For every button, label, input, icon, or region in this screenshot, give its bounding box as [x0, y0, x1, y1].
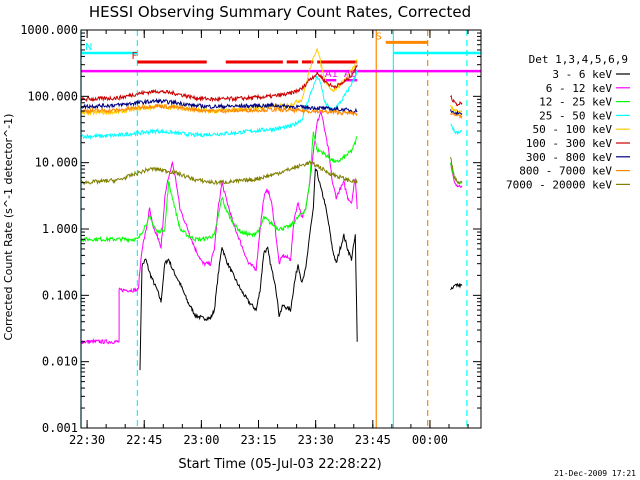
- flag-label-s: S: [375, 31, 381, 42]
- late-series-line-3-6-kev: [450, 282, 463, 291]
- y-tick-label: 10.000: [35, 156, 78, 170]
- series-line-25-50-kev: [80, 69, 358, 141]
- y-tick-label: 1000.000: [20, 23, 78, 37]
- y-tick-label: 0.100: [42, 288, 78, 302]
- legend-entry-800-7000-kev: 800 - 7000 keV: [519, 165, 612, 178]
- legend-entry-25-50-kev: 25 - 50 keV: [539, 109, 612, 122]
- y-tick-label: 0.001: [42, 421, 78, 435]
- flag-label-a0: A0: [344, 69, 357, 80]
- chart-title: HESSI Observing Summary Count Rates, Cor…: [89, 3, 471, 21]
- x-tick-label: 22:30: [69, 433, 105, 447]
- late-series-line-25-50-kev: [450, 123, 463, 136]
- series-line-800-7000-kev: [80, 102, 358, 117]
- x-tick-label: 00:00: [412, 433, 448, 447]
- x-tick-label: 23:45: [355, 433, 391, 447]
- late-series-line-50-100-kev: [450, 104, 463, 114]
- series-line-3-6-kev: [139, 167, 358, 371]
- x-tick-label: 22:45: [126, 433, 162, 447]
- legend-entry-6-12-kev: 6 - 12 keV: [546, 82, 613, 95]
- flag-label-a1: A1: [325, 69, 338, 80]
- y-axis-label: Corrected Count Rate (s^-1 detector^-1): [2, 114, 15, 341]
- flag-label-n: N: [85, 42, 92, 53]
- series-line-6-12-kev: [80, 110, 358, 345]
- legend-entry-100-300-kev: 100 - 300 keV: [526, 137, 612, 150]
- series-line-100-300-kev: [80, 64, 358, 103]
- plot-timestamp: 21-Dec-2009 17:21: [554, 469, 636, 478]
- late-series-line-800-7000-kev: [450, 112, 463, 120]
- x-tick-label: 23:30: [298, 433, 334, 447]
- legend-entry-7000-20000-kev: 7000 - 20000 keV: [506, 178, 612, 191]
- series-line-300-800-kev: [80, 97, 358, 114]
- late-series-line-7000-20000-kev: [450, 157, 463, 185]
- legend-entry-3-6-kev: 3 - 6 keV: [552, 68, 612, 81]
- flag-label-f: F: [132, 51, 138, 62]
- series-line-12-25-kev: [80, 131, 358, 244]
- x-tick-label: 23:15: [240, 433, 276, 447]
- late-series-line-100-300-kev: [450, 94, 463, 107]
- axes: 1000.000 100.000 10.000 1.000 0.100 0.010 0.00…: [20, 23, 482, 447]
- late-series-line-300-800-kev: [450, 109, 463, 117]
- y-tick-label: 100.000: [27, 89, 78, 103]
- x-axis-label: Start Time (05-Jul-03 22:28:22): [178, 457, 381, 472]
- y-tick-label: 1.000: [42, 222, 78, 236]
- series-line-50-100-kev: [80, 47, 358, 117]
- y-tick-label: 0.010: [42, 355, 78, 369]
- plot-area: N F S A1 A0: [80, 30, 481, 428]
- series-line-7000-20000-kev: [80, 160, 358, 186]
- legend-entry-12-25-kev: 12 - 25 keV: [539, 96, 612, 109]
- legend-title: Det 1,3,4,5,6,9: [529, 53, 628, 66]
- x-tick-label: 23:00: [183, 433, 219, 447]
- legend-entry-300-800-kev: 300 - 800 keV: [526, 151, 612, 164]
- legend-entry-50-100-kev: 50 - 100 keV: [533, 123, 613, 136]
